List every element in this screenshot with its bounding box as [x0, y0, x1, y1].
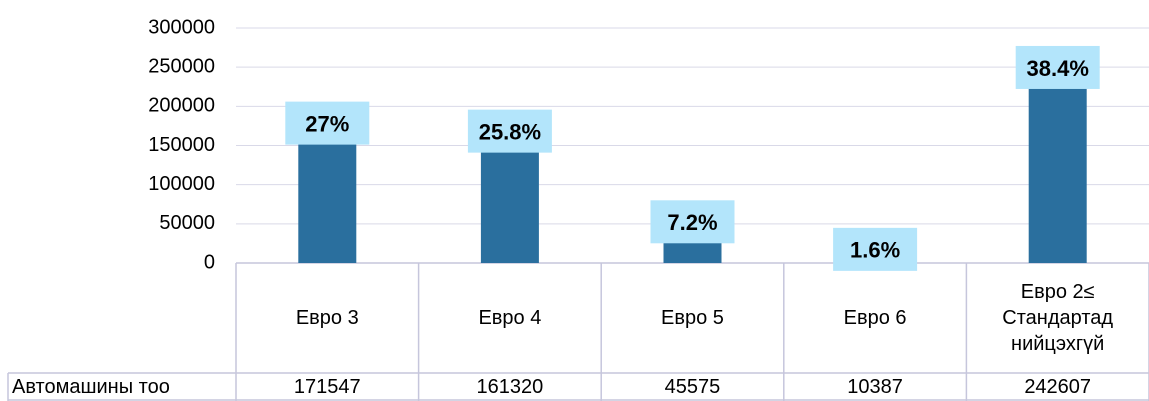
y-tick-label: 200000 — [148, 95, 215, 117]
category-label: Евро 4 — [478, 307, 542, 329]
y-tick-label: 150000 — [148, 134, 215, 156]
y-tick-label: 100000 — [148, 173, 215, 195]
data-label-box — [833, 227, 918, 271]
y-tick-label: 0 — [204, 251, 215, 273]
data-label-box — [650, 200, 735, 244]
category-label: Евро 6 — [843, 307, 907, 329]
category-label: Евро 2≤ Стандартад нийцэхгүй — [1002, 281, 1114, 355]
series-name: Автомашины тоо — [12, 376, 170, 398]
table-value: 45575 — [664, 376, 721, 398]
data-label: 25.8% — [479, 119, 541, 144]
bar — [298, 128, 357, 263]
data-label: 27% — [305, 111, 349, 136]
data-label-box — [1015, 45, 1100, 89]
bar — [1028, 72, 1087, 263]
data-label: 7.2% — [667, 210, 717, 235]
y-tick-label: 250000 — [148, 55, 215, 77]
data-label: 1.6% — [850, 238, 900, 263]
table-value: 161320 — [476, 376, 544, 398]
data-label: 38.4% — [1027, 56, 1089, 81]
y-tick-label: 300000 — [148, 16, 215, 38]
bar — [480, 136, 539, 263]
data-label-box — [285, 101, 370, 145]
data-label-box — [467, 109, 552, 153]
y-tick-label: 50000 — [159, 212, 215, 234]
table-value: 242607 — [1024, 376, 1092, 398]
table-value: 171547 — [293, 376, 361, 398]
category-label: Евро 5 — [661, 307, 724, 329]
table-value: 10387 — [847, 376, 903, 398]
category-label: Евро 3 — [295, 307, 359, 329]
